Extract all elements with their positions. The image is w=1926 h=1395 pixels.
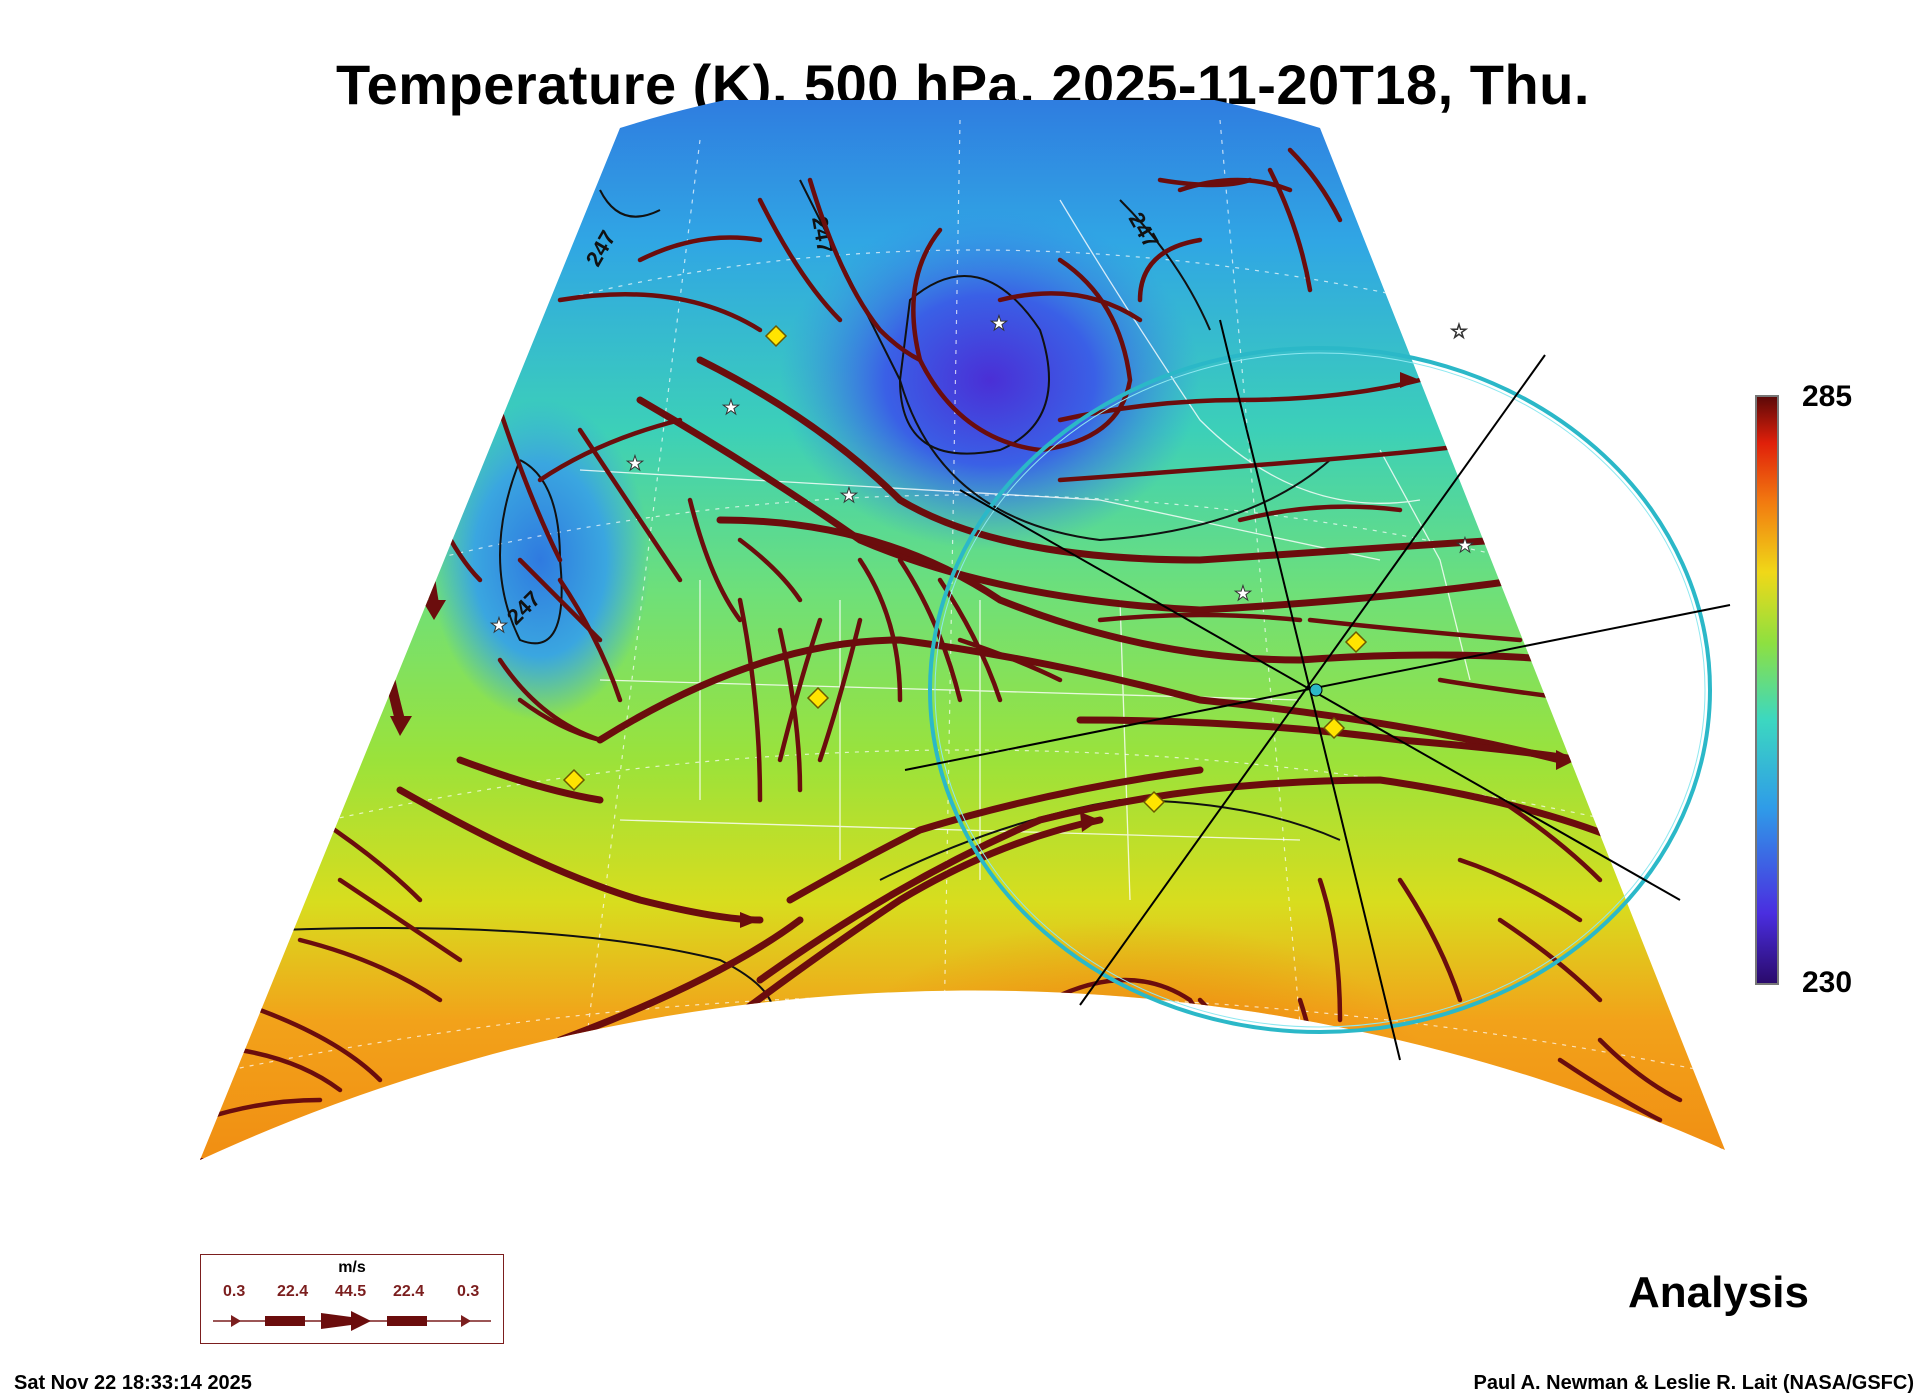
legend-value: 44.5 (335, 1283, 367, 1300)
marker-diamond (764, 324, 788, 348)
colorbar-min-label: 230 (1802, 966, 1853, 999)
marker-star: ★ (990, 313, 1008, 335)
colorbar (1755, 395, 1779, 985)
wind-speed-legend: m/s 0.3 22.4 44.5 22.4 0.3 (200, 1254, 504, 1344)
legend-value: 22.4 (393, 1283, 425, 1300)
footer-timestamp: Sat Nov 22 18:33:14 2025 (14, 1372, 252, 1394)
station-markers: ★ ★ ★ ★ ☆ ★ ★ ★ (490, 313, 1474, 814)
footer-credit: Paul A. Newman & Leslie R. Lait (NASA/GS… (1473, 1372, 1914, 1394)
analysis-label: Analysis (1628, 1268, 1809, 1317)
cross-section-overlay (904, 319, 1731, 1061)
marker-diamond (1344, 630, 1368, 654)
marker-diamond (806, 686, 830, 710)
marker-star: ★ (840, 485, 858, 507)
legend-value: 0.3 (223, 1283, 246, 1300)
marker-star: ★ (722, 397, 740, 419)
marker-star: ★ (1234, 583, 1252, 605)
legend-unit: m/s (338, 1259, 366, 1276)
marker-star: ★ (1456, 535, 1474, 557)
legend-value: 0.3 (457, 1283, 480, 1300)
marker-star: ★ (490, 615, 508, 637)
marker-diamond (1142, 790, 1166, 814)
marker-star: ☆ (1450, 321, 1468, 343)
marker-star: ★ (626, 453, 644, 475)
legend-value: 22.4 (277, 1283, 309, 1300)
colorbar-max-label: 285 (1802, 380, 1853, 413)
legend-arrow-scale (213, 1311, 491, 1331)
marker-diamond (1322, 716, 1346, 740)
marker-diamond (562, 768, 586, 792)
